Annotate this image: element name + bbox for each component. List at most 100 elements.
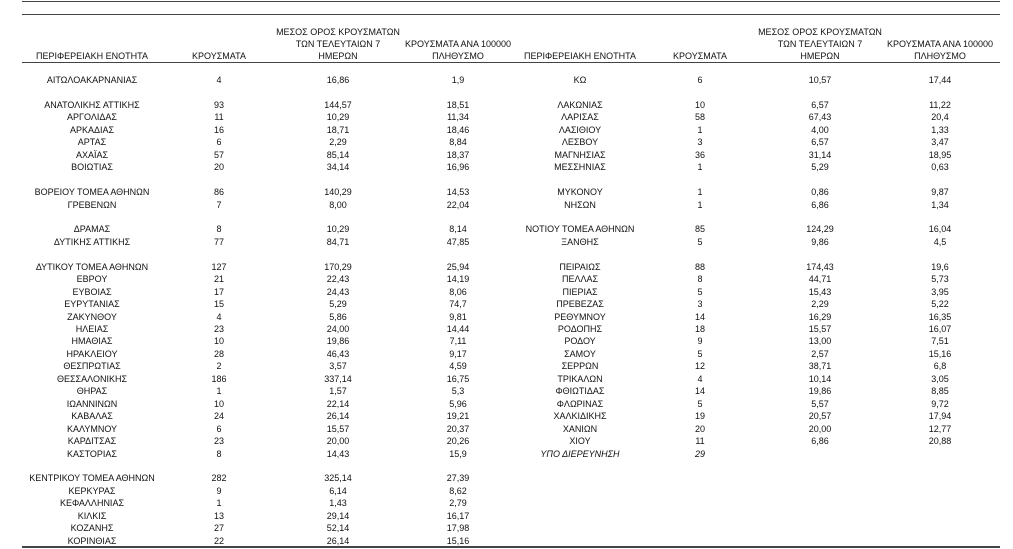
- cell-value: 20,37: [446, 423, 470, 434]
- region-name: ΚΑΛΥΜΝΟΥ: [66, 423, 118, 434]
- region-name: ΜΕΣΣΗΝΙΑΣ: [554, 162, 606, 173]
- cell-value: 16,35: [928, 311, 952, 322]
- region-name: ΠΕΙΡΑΙΩΣ: [559, 261, 601, 272]
- region-name: ΧΑΛΚΙΔΙΚΗΣ: [553, 411, 607, 422]
- region-name: ΡΟΔΟΥ: [564, 336, 596, 347]
- cell-value: 10,14: [808, 373, 832, 384]
- region-name: ΦΛΩΡΙΝΑΣ: [556, 398, 604, 409]
- cell-value: 4: [697, 373, 703, 384]
- region-name: ΚΙΛΚΙΣ: [77, 510, 107, 521]
- cell-value: 15,57: [326, 423, 350, 434]
- region-name: ΔΥΤΙΚΟΥ ΤΟΜΕΑ ΑΘΗΝΩΝ: [35, 261, 149, 272]
- cell-value: 25,94: [446, 261, 470, 272]
- cell-value: 16,86: [326, 75, 350, 85]
- cell-value: 10: [213, 336, 224, 347]
- cell-value: 6,57: [811, 99, 829, 110]
- region-name: ΚΕΦΑΛΛΗΝΙΑΣ: [59, 498, 125, 509]
- cell-value: 1,33: [931, 124, 949, 135]
- cell-value: 57: [213, 149, 224, 160]
- cell-value: 16,04: [928, 224, 952, 235]
- cell-value: 8,06: [449, 286, 467, 297]
- cell-value: 5: [697, 398, 703, 409]
- cell-value: 9,86: [811, 236, 829, 247]
- region-name: ΠΡΕΒΕΖΑΣ: [556, 299, 604, 310]
- region-name: ΒΟΙΩΤΙΑΣ: [71, 162, 113, 173]
- region-name: ΗΛΕΙΑΣ: [75, 324, 109, 334]
- cell-value: 7,51: [931, 336, 949, 347]
- region-name: ΑΡΚΑΔΙΑΣ: [69, 124, 115, 135]
- cell-value: 85: [694, 224, 705, 235]
- cell-value: 3: [697, 137, 703, 148]
- cell-value: 1: [697, 199, 703, 210]
- region-name: ΘΗΡΑΣ: [76, 386, 108, 397]
- cell-value: 47,85: [446, 236, 470, 247]
- region-name: ΕΥΡΥΤΑΝΙΑΣ: [64, 299, 120, 310]
- cell-value: 2,29: [329, 137, 347, 148]
- cell-value: 1: [216, 498, 222, 509]
- region-name: ΠΕΛΛΑΣ: [561, 274, 599, 285]
- cell-value: 8,85: [931, 386, 949, 397]
- cell-value: 325,14: [324, 473, 352, 484]
- rule: [22, 1, 1000, 2]
- cell-value: 4,59: [449, 361, 467, 372]
- region-name: ΡΕΘΥΜΝΟΥ: [554, 311, 606, 322]
- cell-value: 1,9: [451, 75, 465, 85]
- cell-value: 15,16: [928, 348, 952, 359]
- cell-value: 7: [216, 199, 222, 210]
- cell-value: 5,29: [811, 162, 829, 173]
- cell-value: 11,22: [929, 99, 951, 110]
- region-name: ΧΑΝΙΩΝ: [562, 423, 598, 434]
- cell-value: 14,53: [446, 187, 470, 198]
- region-name: ΠΙΕΡΙΑΣ: [562, 286, 598, 297]
- cell-value: 6: [697, 75, 703, 85]
- cell-value: 14: [694, 386, 705, 397]
- header-text: ΤΩΝ ΤΕΛΕΥΤΑΙΩΝ 7: [777, 39, 863, 49]
- cell-value: 84,71: [326, 236, 350, 247]
- header-text: ΜΕΣΟΣ ΟΡΟΣ ΚΡΟΥΣΜΑΤΩΝ: [276, 27, 400, 37]
- cell-value: 186: [211, 373, 227, 384]
- region-name: ΚΟΡΙΝΘΙΑΣ: [67, 535, 117, 546]
- cell-value: 77: [213, 236, 224, 247]
- cell-value: 14,19: [446, 274, 470, 285]
- cell-value: 5,86: [329, 311, 347, 322]
- cell-value: 15: [213, 299, 224, 310]
- cell-value: 46,43: [326, 348, 350, 359]
- region-name: ΔΡΑΜΑΣ: [73, 224, 111, 235]
- cell-value: 18: [694, 324, 705, 334]
- cell-value: 85,14: [326, 149, 350, 160]
- cell-value: 12,77: [928, 423, 952, 434]
- cell-value: 31,14: [808, 149, 832, 160]
- cell-value: 5: [697, 348, 703, 359]
- region-name: ΔΥΤΙΚΗΣ ΑΤΤΙΚΗΣ: [53, 236, 131, 247]
- cell-value: 20: [213, 162, 224, 173]
- region-name: ΜΥΚΟΝΟΥ: [557, 187, 603, 198]
- region-name: ΚΑΣΤΟΡΙΑΣ: [67, 448, 117, 459]
- region-name: ΥΠΟ ΔΙΕΡΕΥΝΗΣΗ: [540, 448, 620, 459]
- cell-value: 20,26: [446, 436, 470, 447]
- cell-value: 20,00: [808, 423, 832, 434]
- cell-value: 5,57: [811, 398, 829, 409]
- cell-value: 67,43: [808, 112, 832, 123]
- cell-value: 16,96: [446, 162, 470, 173]
- cell-value: 18,95: [928, 149, 952, 160]
- header-text: ΚΡΟΥΣΜΑΤΑ: [192, 51, 246, 61]
- cell-value: 20: [694, 423, 705, 434]
- cell-value: 10,57: [808, 75, 832, 85]
- cell-value: 22,04: [446, 199, 470, 210]
- region-name: ΦΘΙΩΤΙΔΑΣ: [555, 386, 605, 397]
- cell-value: 1: [697, 187, 703, 198]
- cell-value: 18,46: [446, 124, 470, 135]
- cell-value: 1,57: [329, 386, 347, 397]
- cell-value: 17: [213, 286, 224, 297]
- cell-value: 26,14: [326, 411, 350, 422]
- cell-value: 8,00: [329, 199, 347, 210]
- region-name: ΗΡΑΚΛΕΙΟΥ: [66, 348, 118, 359]
- header-text: ΠΛΗΘΥΣΜΟ: [432, 51, 484, 61]
- cell-value: 9,72: [931, 398, 949, 409]
- cell-value: 17,98: [446, 523, 470, 534]
- cell-value: 3,95: [931, 286, 949, 297]
- cell-value: 16: [213, 124, 224, 135]
- cell-value: 44,71: [808, 274, 832, 285]
- cell-value: 17,44: [928, 75, 952, 85]
